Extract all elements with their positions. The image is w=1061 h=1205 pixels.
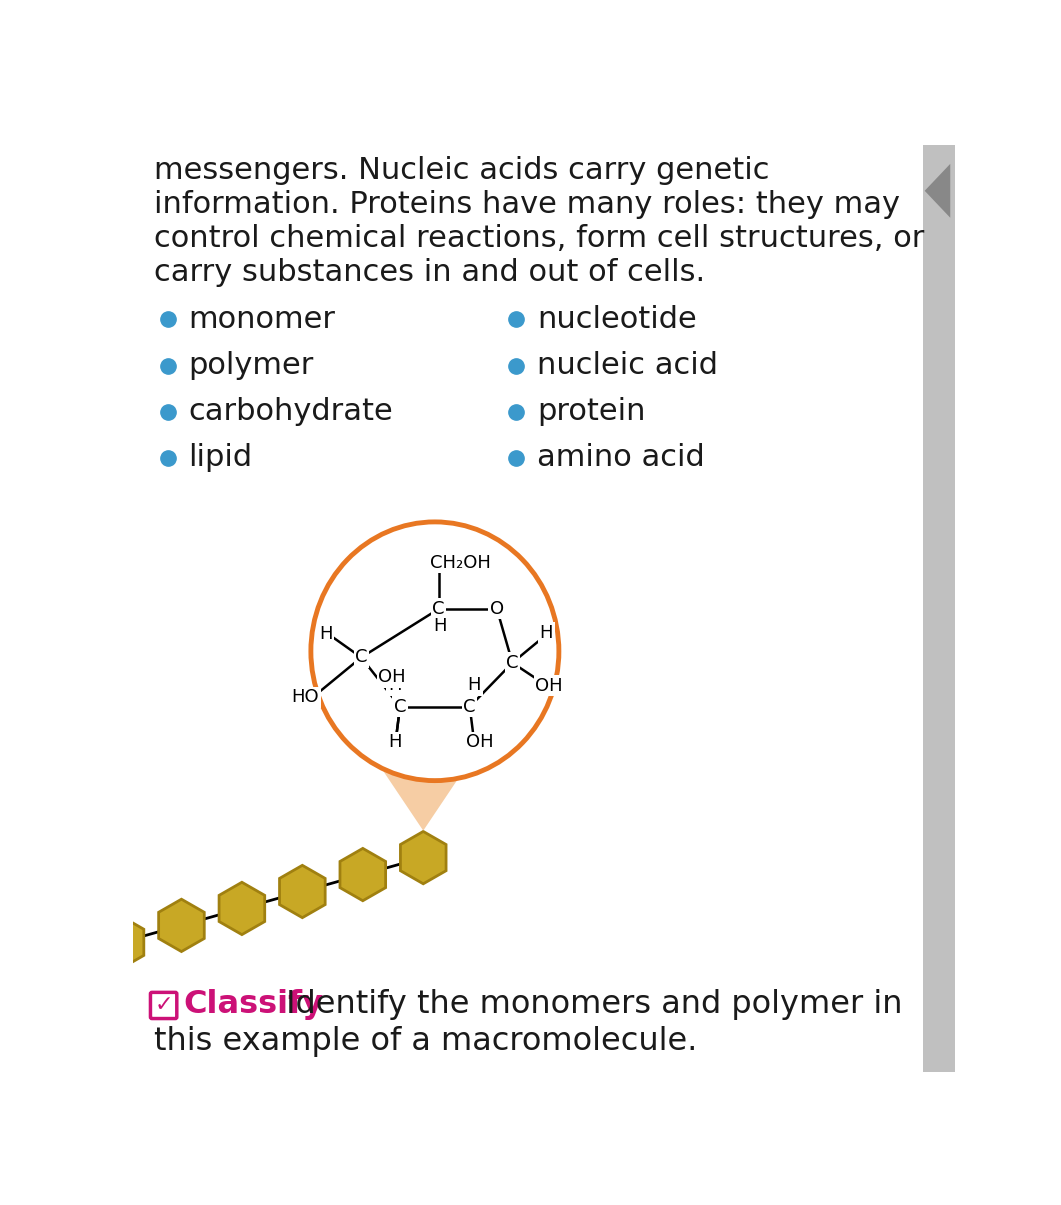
Text: H: H [468, 676, 481, 694]
Text: H: H [434, 617, 447, 635]
Polygon shape [99, 916, 144, 969]
Text: H: H [540, 624, 553, 642]
Text: nucleic acid: nucleic acid [537, 351, 718, 380]
Text: ✓: ✓ [154, 995, 173, 1016]
Polygon shape [925, 164, 951, 218]
Text: H: H [388, 676, 401, 694]
Text: protein: protein [537, 398, 646, 427]
Text: CH₂OH: CH₂OH [430, 554, 491, 571]
Text: Identify the monomers and polymer in: Identify the monomers and polymer in [276, 989, 903, 1021]
Polygon shape [219, 882, 265, 935]
Text: C: C [394, 698, 406, 716]
Text: nucleotide: nucleotide [537, 305, 697, 334]
Text: C: C [355, 648, 367, 666]
Bar [923, 145, 955, 1072]
Text: polymer: polymer [189, 351, 314, 380]
Text: information. Proteins have many roles: they may: information. Proteins have many roles: t… [154, 190, 901, 219]
Text: messengers. Nucleic acids carry genetic: messengers. Nucleic acids carry genetic [154, 157, 770, 186]
Text: C: C [433, 600, 445, 618]
FancyBboxPatch shape [151, 993, 177, 1018]
Ellipse shape [311, 522, 559, 781]
Text: H: H [319, 625, 332, 643]
Text: O: O [490, 600, 504, 618]
Text: H: H [388, 733, 401, 751]
Text: this example of a macromolecule.: this example of a macromolecule. [154, 1027, 698, 1057]
Text: C: C [464, 698, 476, 716]
Text: lipid: lipid [189, 443, 253, 472]
Text: carry substances in and out of cells.: carry substances in and out of cells. [154, 258, 706, 287]
Text: C: C [506, 654, 519, 672]
Text: monomer: monomer [189, 305, 335, 334]
Text: OH: OH [379, 669, 406, 687]
Polygon shape [400, 831, 446, 883]
Text: HO: HO [292, 688, 319, 706]
Text: amino acid: amino acid [537, 443, 705, 472]
Text: carbohydrate: carbohydrate [189, 398, 394, 427]
Polygon shape [279, 865, 325, 918]
Polygon shape [340, 848, 385, 901]
Text: control chemical reactions, form cell structures, or: control chemical reactions, form cell st… [154, 224, 925, 253]
Polygon shape [159, 899, 205, 952]
Text: OH: OH [535, 677, 562, 695]
Polygon shape [377, 762, 470, 830]
Text: OH: OH [466, 733, 493, 751]
Text: Classify: Classify [182, 989, 323, 1021]
